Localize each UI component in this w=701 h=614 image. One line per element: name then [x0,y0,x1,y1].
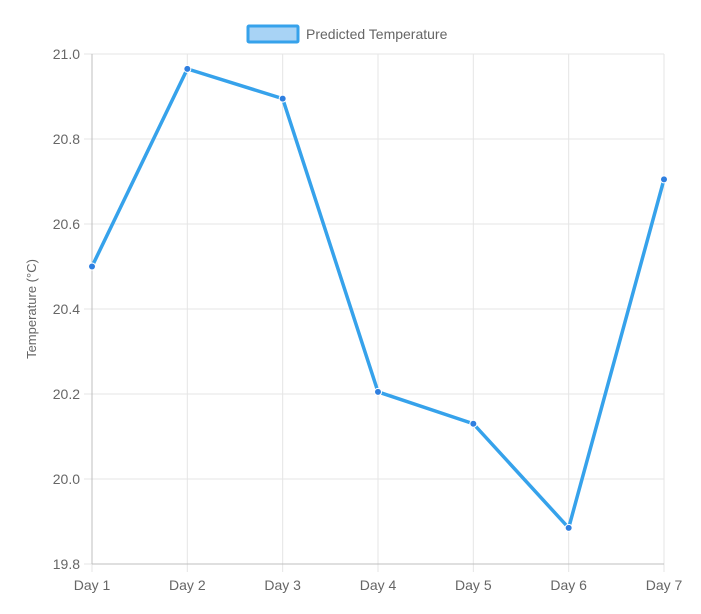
y-tick-label: 20.2 [53,386,80,402]
x-tick-label: Day 7 [646,577,683,593]
legend[interactable]: Predicted Temperature [246,24,448,44]
x-tick-labels: Day 1 Day 2 Day 3 Day 4 Day 5 Day 6 Day 7 [74,577,683,593]
legend-swatch[interactable] [246,24,300,44]
data-point[interactable] [564,523,573,532]
y-tick-label: 20.6 [53,216,80,232]
data-point[interactable] [88,262,96,271]
x-tick-label: Day 1 [74,577,111,593]
y-axis-title: Temperature (°C) [24,259,39,359]
x-tick-label: Day 5 [455,577,492,593]
y-tick-label: 19.8 [53,556,80,572]
x-tick-label: Day 2 [169,577,206,593]
data-point[interactable] [660,175,668,184]
data-point[interactable] [469,419,478,428]
x-tick-label: Day 6 [550,577,587,593]
y-tick-label: 20.4 [53,301,80,317]
legend-label[interactable]: Predicted Temperature [306,26,448,42]
y-tick-label: 20.8 [53,131,80,147]
y-tick-labels: 19.8 20.0 20.2 20.4 20.6 20.8 21.0 [53,46,80,572]
y-tick-label: 20.0 [53,471,80,487]
x-tick-label: Day 3 [264,577,301,593]
data-point[interactable] [374,387,382,396]
y-tick-label: 21.0 [53,46,80,62]
x-tick-label: Day 4 [360,577,397,593]
axes [91,54,664,565]
data-point[interactable] [278,94,287,103]
points-layer[interactable] [88,64,668,532]
data-point[interactable] [183,64,192,73]
